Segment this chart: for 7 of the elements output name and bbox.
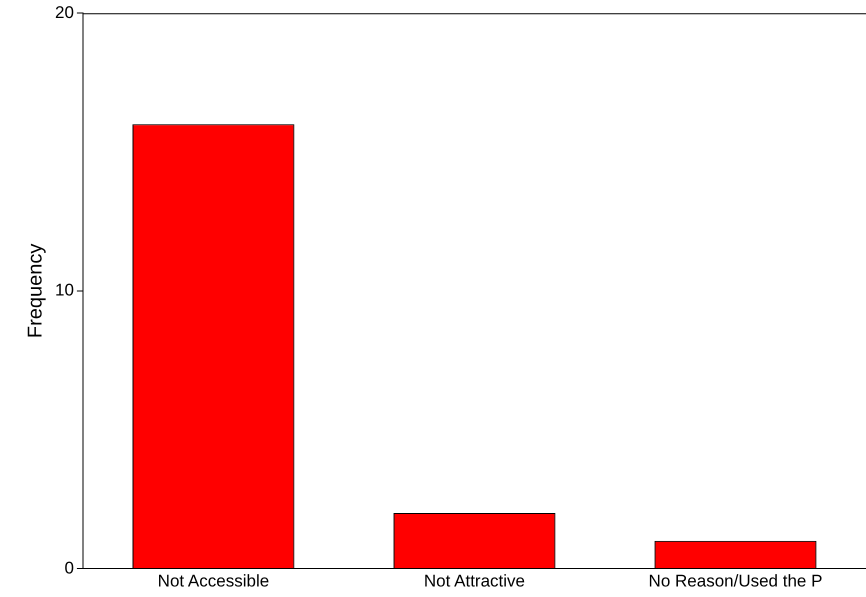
y-tick-label: 20 bbox=[54, 2, 74, 22]
x-tick-label: No Reason/Used the P bbox=[648, 571, 822, 590]
x-tick-label: Not Attractive bbox=[424, 571, 526, 590]
y-tick-label: 10 bbox=[54, 280, 74, 300]
x-tick-label: Not Accessible bbox=[158, 571, 270, 590]
y-tick-label: 0 bbox=[64, 558, 74, 578]
y-axis-title: Frequency bbox=[24, 244, 47, 338]
